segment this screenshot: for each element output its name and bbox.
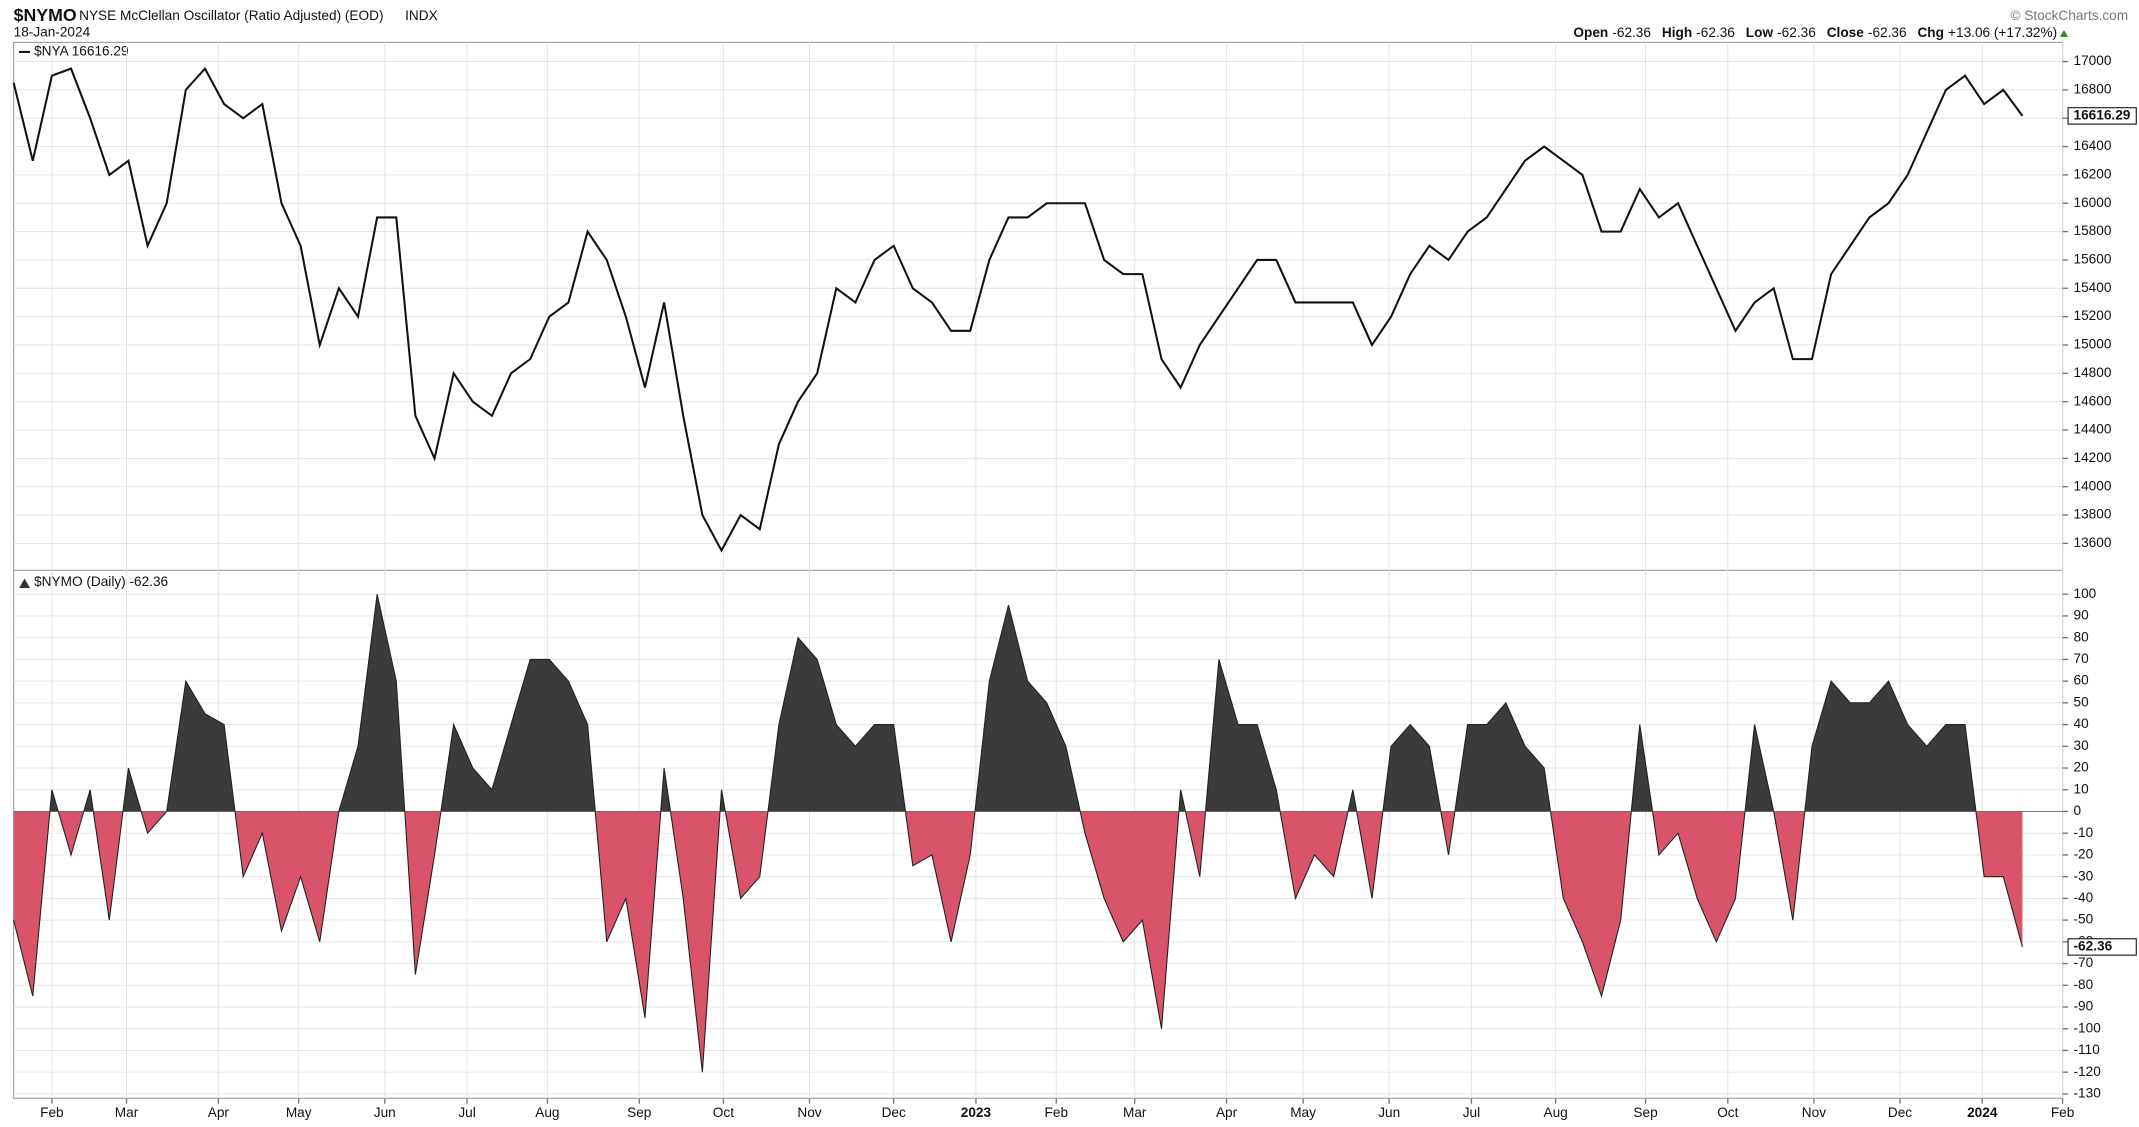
y-tick-label: 10 <box>2074 781 2090 796</box>
price-line <box>12 66 2024 553</box>
x-tick-label: Nov <box>797 1105 821 1120</box>
last-value-box <box>2067 938 2137 956</box>
x-tick-label: Sep <box>1633 1105 1657 1120</box>
y-tick-label: 13600 <box>2074 535 2112 550</box>
y-tick-label: 30 <box>2074 738 2090 753</box>
y-tick-label: 20 <box>2074 760 2090 775</box>
y-tick-label: -100 <box>2074 1020 2102 1035</box>
quote-label: High <box>1662 24 1692 39</box>
last-value-box <box>2067 107 2137 125</box>
y-tick-label: -10 <box>2074 825 2094 840</box>
x-tick-label: Dec <box>1888 1105 1912 1120</box>
x-tick-label: Oct <box>1717 1105 1738 1120</box>
quote-label: Chg <box>1917 24 1944 39</box>
x-tick-label: Oct <box>713 1105 734 1120</box>
quote-value: -62.36 <box>1777 24 1816 39</box>
copyright: © StockCharts.com <box>2011 8 2129 23</box>
y-tick-label: -30 <box>2074 868 2094 883</box>
y-tick-label: 17000 <box>2074 53 2112 68</box>
y-tick-label: -20 <box>2074 847 2094 862</box>
legend-icon <box>19 578 31 589</box>
y-tick-label: -120 <box>2074 1064 2102 1079</box>
y-tick-label: 16000 <box>2074 195 2112 210</box>
y-tick-label: 50 <box>2074 694 2090 709</box>
y-tick-label: 14600 <box>2074 393 2112 408</box>
x-tick-label: Apr <box>1216 1105 1238 1120</box>
y-tick-label: 90 <box>2074 608 2090 623</box>
x-tick-label: Jul <box>1463 1105 1480 1120</box>
y-tick-label: 14000 <box>2074 478 2112 493</box>
y-tick-label: 60 <box>2074 673 2090 688</box>
oscillator-line <box>13 594 2023 1073</box>
x-tick-label: May <box>286 1105 312 1120</box>
y-tick-label: 16400 <box>2074 138 2112 153</box>
quote-label: Open <box>1573 24 1608 39</box>
legend: $NYA 16616.29 <box>34 44 128 59</box>
symbol-name: NYSE McClellan Oscillator (Ratio Adjuste… <box>79 8 383 23</box>
y-tick-label: 0 <box>2074 803 2082 818</box>
x-tick-label: Aug <box>1544 1105 1568 1120</box>
date: 18-Jan-2024 <box>14 24 91 39</box>
x-tick-label: Nov <box>1802 1105 1826 1120</box>
y-tick-label: 80 <box>2074 629 2090 644</box>
y-tick-label: -40 <box>2074 890 2094 905</box>
x-tick-label: Dec <box>882 1105 906 1120</box>
y-tick-label: 16200 <box>2074 167 2112 182</box>
x-tick-label: 2024 <box>1967 1105 1998 1120</box>
x-tick-label: Mar <box>115 1105 139 1120</box>
y-tick-label: 15800 <box>2074 223 2112 238</box>
y-tick-label: 14200 <box>2074 450 2112 465</box>
y-tick-label: -110 <box>2074 1042 2101 1057</box>
x-tick-label: Jul <box>458 1105 475 1120</box>
y-tick-label: 70 <box>2074 651 2090 666</box>
x-tick-label: Feb <box>1045 1105 1068 1120</box>
y-tick-label: 14400 <box>2074 422 2112 437</box>
y-tick-label: 14800 <box>2074 365 2112 380</box>
y-tick-label: 15600 <box>2074 252 2112 267</box>
x-tick-label: Aug <box>535 1105 559 1120</box>
y-tick-label: -90 <box>2074 999 2094 1014</box>
quote-value: +13.06 (+17.32%) <box>1948 24 2057 39</box>
quote-label: Close <box>1827 24 1865 39</box>
y-tick-label: 100 <box>2074 586 2097 601</box>
quote: Open -62.36 High -62.36 Low -62.36 Close -62.36… <box>1573 24 2057 39</box>
positive-area <box>49 594 1976 812</box>
last-value-label: 16616.29 <box>2074 108 2131 123</box>
x-tick-label: Sep <box>627 1105 651 1120</box>
y-tick-label: -130 <box>2074 1086 2102 1101</box>
negative-area <box>13 811 2023 1073</box>
y-tick-label: 15200 <box>2074 308 2112 323</box>
quote-label: Low <box>1746 24 1774 39</box>
quote-value: -62.36 <box>1868 24 1907 39</box>
quote-value: -62.36 <box>1696 24 1735 39</box>
exchange: INDX <box>405 8 438 23</box>
y-tick-label: 40 <box>2074 716 2090 731</box>
x-tick-label: 2023 <box>961 1105 992 1120</box>
quote-value: -62.36 <box>1612 24 1651 39</box>
x-tick-label: Feb <box>2051 1105 2074 1120</box>
symbol: $NYMO <box>14 5 77 25</box>
y-tick-label: 16800 <box>2074 81 2112 96</box>
up-arrow <box>2059 30 2069 37</box>
legend: $NYMO (Daily) -62.36 <box>34 574 168 589</box>
last-value-label: -62.36 <box>2074 939 2113 954</box>
x-tick-label: Jun <box>1378 1105 1400 1120</box>
x-tick-label: Mar <box>1123 1105 1147 1120</box>
y-tick-label: 13800 <box>2074 507 2112 522</box>
x-tick-label: Jun <box>374 1105 396 1120</box>
y-tick-label: -50 <box>2074 912 2094 927</box>
y-tick-label: 15000 <box>2074 337 2112 352</box>
y-tick-label: -80 <box>2074 977 2094 992</box>
x-tick-label: Apr <box>208 1105 230 1120</box>
x-tick-label: Feb <box>40 1105 63 1120</box>
y-tick-label: -70 <box>2074 955 2094 970</box>
x-tick-label: May <box>1290 1105 1316 1120</box>
y-tick-label: 15400 <box>2074 280 2112 295</box>
